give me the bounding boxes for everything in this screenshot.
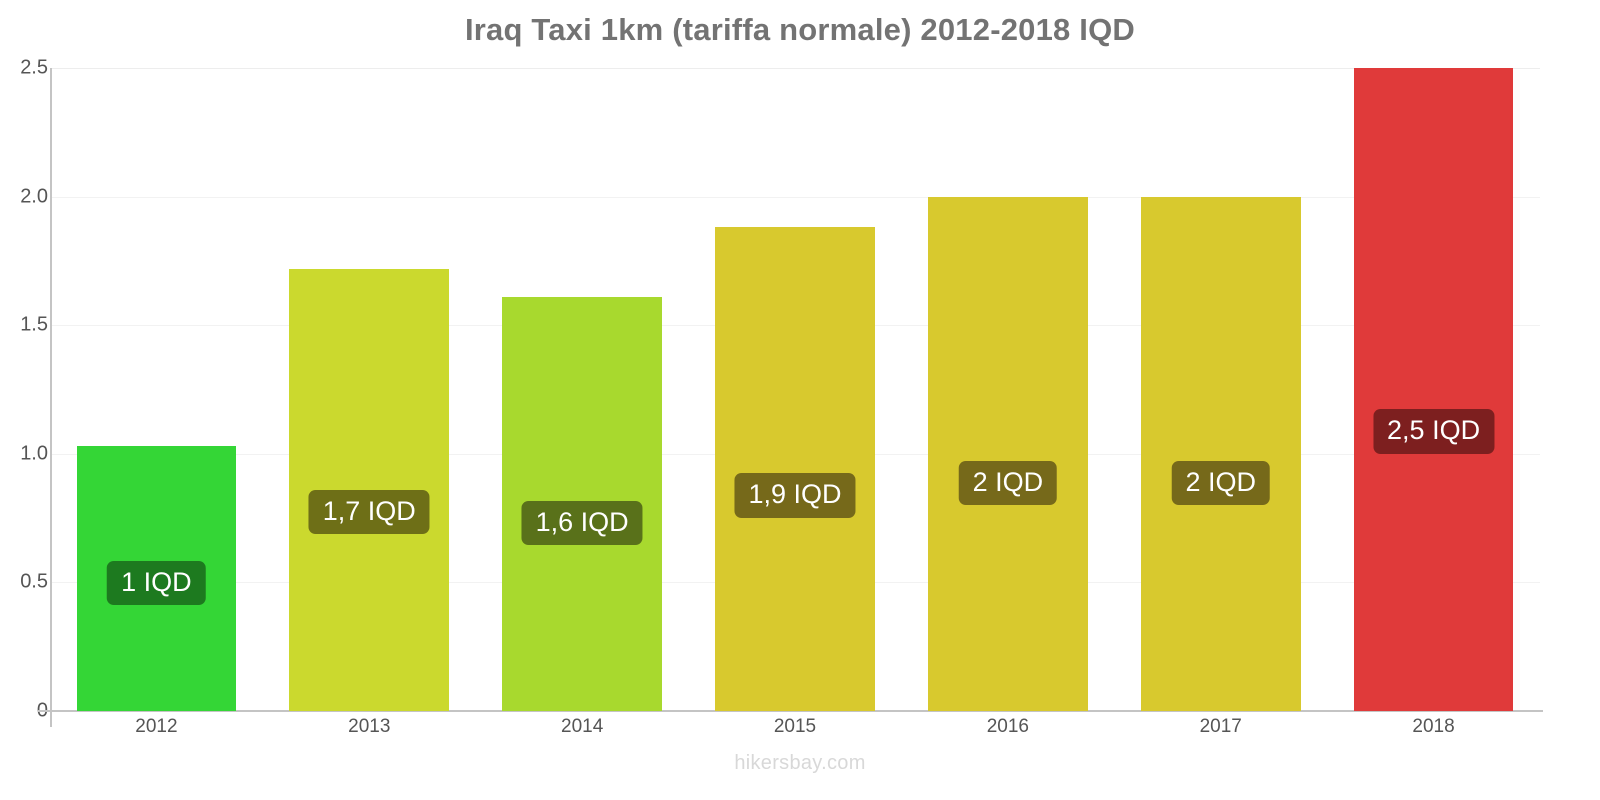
x-axis-origin-tick bbox=[50, 711, 52, 727]
bar-value-label: 1 IQD bbox=[107, 560, 206, 606]
source-watermark: hikersbay.com bbox=[734, 752, 866, 774]
bar[interactable]: 1 IQD bbox=[76, 446, 237, 711]
y-axis-tick-label: 1.5 bbox=[20, 313, 48, 336]
x-axis-tick-label: 2014 bbox=[561, 716, 604, 737]
gridline bbox=[50, 196, 1540, 198]
x-axis-tick-label: 2017 bbox=[1199, 716, 1242, 737]
x-axis-tick-label: 2018 bbox=[1412, 716, 1455, 737]
gridline bbox=[50, 68, 1540, 69]
bar-value-label: 2,5 IQD bbox=[1373, 409, 1495, 454]
bar-value-label: 2 IQD bbox=[1171, 460, 1270, 506]
bar[interactable]: 2 IQD bbox=[1140, 196, 1301, 711]
bar[interactable]: 1,9 IQD bbox=[715, 227, 875, 711]
page-title: Iraq Taxi 1km (tariffa normale) 2012-201… bbox=[464, 12, 1136, 47]
y-axis-tick-label: 1.0 bbox=[20, 442, 48, 465]
bar-value-label: 2 IQD bbox=[958, 460, 1058, 506]
bar-value-label: 1,9 IQD bbox=[734, 473, 856, 518]
bar[interactable]: 1,6 IQD bbox=[502, 296, 662, 711]
bar[interactable]: 1,7 IQD bbox=[289, 268, 450, 711]
y-axis-tick-label: 0.5 bbox=[20, 570, 48, 593]
x-axis-tick-label: 2016 bbox=[986, 716, 1029, 737]
x-axis-tick-label: 2015 bbox=[773, 716, 817, 737]
y-axis-tick-label: 2.0 bbox=[20, 185, 48, 208]
x-axis-line bbox=[38, 710, 1543, 712]
bar-value-label: 1,6 IQD bbox=[521, 501, 643, 546]
y-axis-line bbox=[50, 68, 52, 711]
x-axis-tick-label: 2012 bbox=[135, 716, 178, 737]
bar[interactable]: 2 IQD bbox=[928, 196, 1088, 711]
bar-value-label: 1,7 IQD bbox=[308, 489, 430, 535]
x-axis-tick-label: 2013 bbox=[348, 716, 391, 737]
bar[interactable]: 2,5 IQD bbox=[1353, 68, 1514, 711]
y-axis-tick-label: 2.5 bbox=[20, 56, 48, 79]
plot-area: 1 IQD 1,7 IQD 1,6 IQD 1,9 IQD 2 IQD 2 IQD 2,5 … bbox=[50, 68, 1540, 711]
